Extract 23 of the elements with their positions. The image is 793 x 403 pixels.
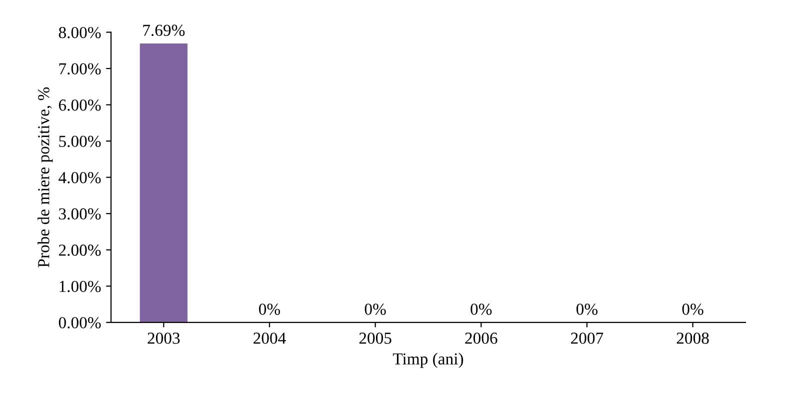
- data-label: 0%: [259, 304, 280, 315]
- x-tick-label: 2005: [359, 332, 392, 344]
- y-tick-label: 1.00%: [60, 280, 101, 292]
- data-label: 0%: [682, 304, 704, 315]
- y-tick-label: 8.00%: [58, 26, 101, 38]
- y-tick-label: 0.00%: [58, 317, 101, 328]
- x-tick-label: 2006: [465, 332, 498, 344]
- y-tick-label: 3.00%: [59, 208, 101, 220]
- data-label: 0%: [576, 304, 598, 315]
- y-tick-label: 4.00%: [58, 172, 101, 184]
- y-tick-label: 2.00%: [58, 244, 101, 256]
- x-tick-label: 2007: [571, 332, 604, 344]
- data-label: 0%: [470, 304, 492, 315]
- y-axis-title: Probe de miere pozitive, %: [38, 87, 53, 268]
- x-tick-label: 2004: [254, 332, 286, 344]
- x-tick-label: 2008: [676, 332, 709, 344]
- x-tick-label: 2003: [148, 332, 180, 344]
- data-label: 7.69%: [143, 24, 185, 36]
- data-label: 0%: [364, 304, 386, 315]
- y-tick-label: 7.00%: [59, 63, 101, 75]
- y-tick-label: 6.00%: [58, 99, 101, 111]
- x-axis-title: Timp (ani): [392, 352, 464, 368]
- y-tick-label: 5.00%: [59, 136, 101, 148]
